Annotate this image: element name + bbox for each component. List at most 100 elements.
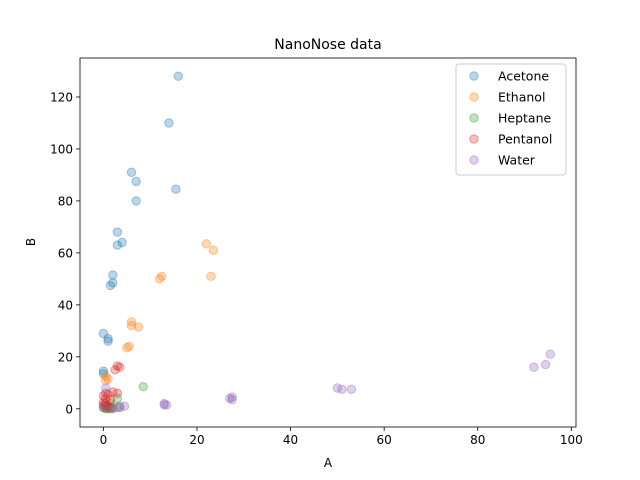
data-point-pentanol — [112, 388, 123, 398]
x-tick-label: 100 — [560, 433, 583, 447]
axes-frame — [79, 57, 577, 428]
data-point-acetone — [131, 196, 141, 206]
legend-marker-heptane — [469, 113, 479, 123]
data-point-water — [119, 401, 130, 411]
y-tick-label: 60 — [58, 246, 73, 260]
data-point-pentanol — [112, 361, 123, 371]
x-tick-label: 80 — [470, 433, 485, 447]
legend: Acetone Ethanol Heptane Pentanol Water — [455, 63, 567, 176]
data-point-water — [159, 398, 169, 409]
data-point-heptane — [115, 402, 125, 413]
x-tick-label: 40 — [283, 433, 298, 447]
data-point-water — [115, 401, 125, 411]
y-tick-label: 40 — [58, 298, 73, 312]
data-point-water — [101, 383, 111, 393]
legend-marker-ethanol — [469, 92, 479, 102]
data-point-acetone — [112, 240, 123, 250]
data-point-ethanol — [208, 245, 219, 256]
x-axis-label: A — [324, 456, 333, 470]
y-tick-label: 120 — [50, 90, 73, 104]
data-point-ethanol — [103, 374, 113, 384]
legend-box — [455, 63, 567, 176]
data-point-water — [112, 402, 123, 413]
data-point-pentanol — [98, 397, 109, 407]
data-points — [98, 71, 555, 414]
data-point-water — [98, 402, 109, 413]
data-point-water — [545, 349, 555, 359]
data-point-pentanol — [115, 362, 125, 372]
y-tick-label: 20 — [58, 350, 73, 364]
data-point-heptane — [101, 401, 111, 411]
legend-label-heptane: Heptane — [498, 111, 552, 126]
data-point-heptane — [105, 404, 116, 414]
data-point-acetone — [112, 227, 123, 237]
data-point-ethanol — [101, 371, 111, 381]
data-point-acetone — [108, 278, 118, 288]
data-point-water — [227, 392, 237, 402]
data-point-ethanol — [201, 239, 212, 249]
data-point-acetone — [171, 184, 181, 194]
data-point-acetone — [126, 167, 137, 178]
data-point-acetone — [108, 270, 118, 280]
data-point-water — [159, 400, 169, 410]
data-point-ethanol — [124, 341, 134, 352]
legend-marker-water — [469, 155, 479, 165]
data-point-heptane — [101, 404, 111, 414]
data-point-acetone — [173, 71, 184, 81]
data-point-heptane — [105, 398, 116, 409]
data-point-pentanol — [103, 401, 113, 411]
y-tick-label: 0 — [65, 402, 73, 416]
data-point-ethanol — [126, 321, 137, 331]
data-point-acetone — [117, 237, 127, 248]
data-point-pentanol — [101, 388, 111, 398]
data-point-water — [161, 400, 172, 410]
data-point-water — [332, 383, 343, 393]
data-point-acetone — [98, 369, 109, 379]
data-point-ethanol — [154, 274, 165, 284]
data-point-water — [337, 384, 347, 394]
data-point-water — [346, 384, 357, 394]
data-point-pentanol — [101, 402, 111, 413]
data-point-pentanol — [108, 387, 118, 397]
data-point-ethanol — [206, 271, 216, 281]
data-point-ethanol — [126, 317, 137, 327]
data-point-acetone — [103, 336, 113, 346]
data-point-ethanol — [122, 343, 132, 353]
legend-label-pentanol: Pentanol — [498, 132, 552, 147]
legend-label-water: Water — [498, 153, 536, 168]
data-point-water — [225, 393, 235, 404]
data-point-ethanol — [133, 322, 144, 332]
data-point-pentanol — [101, 398, 111, 409]
legend-label-ethanol: Ethanol — [498, 90, 545, 105]
y-axis-label: B — [24, 238, 38, 246]
data-point-acetone — [98, 328, 109, 339]
data-point-water — [227, 395, 237, 405]
legend-marker-pentanol — [469, 134, 479, 144]
data-point-heptane — [98, 402, 109, 413]
data-point-ethanol — [101, 375, 111, 385]
x-tick-label: 0 — [100, 433, 108, 447]
data-point-heptane — [103, 404, 113, 414]
data-point-water — [540, 359, 551, 370]
legend-label-acetone: Acetone — [498, 69, 549, 84]
data-point-acetone — [103, 333, 113, 344]
data-point-pentanol — [105, 402, 116, 413]
data-point-pentanol — [98, 391, 109, 401]
data-point-heptane — [112, 393, 123, 404]
data-point-pentanol — [98, 400, 109, 410]
data-point-water — [529, 362, 539, 372]
legend-marker-acetone — [469, 71, 479, 81]
data-point-water — [108, 404, 118, 414]
data-point-pentanol — [101, 393, 111, 404]
data-point-ethanol — [157, 271, 167, 281]
data-point-acetone — [131, 176, 141, 187]
y-tick-label: 80 — [58, 194, 73, 208]
x-tick-label: 60 — [377, 433, 392, 447]
data-point-acetone — [105, 280, 116, 291]
data-point-pentanol — [110, 365, 120, 375]
data-point-acetone — [98, 366, 109, 376]
y-tick-label: 100 — [50, 142, 73, 156]
data-point-pentanol — [105, 395, 116, 405]
data-point-heptane — [138, 382, 148, 392]
